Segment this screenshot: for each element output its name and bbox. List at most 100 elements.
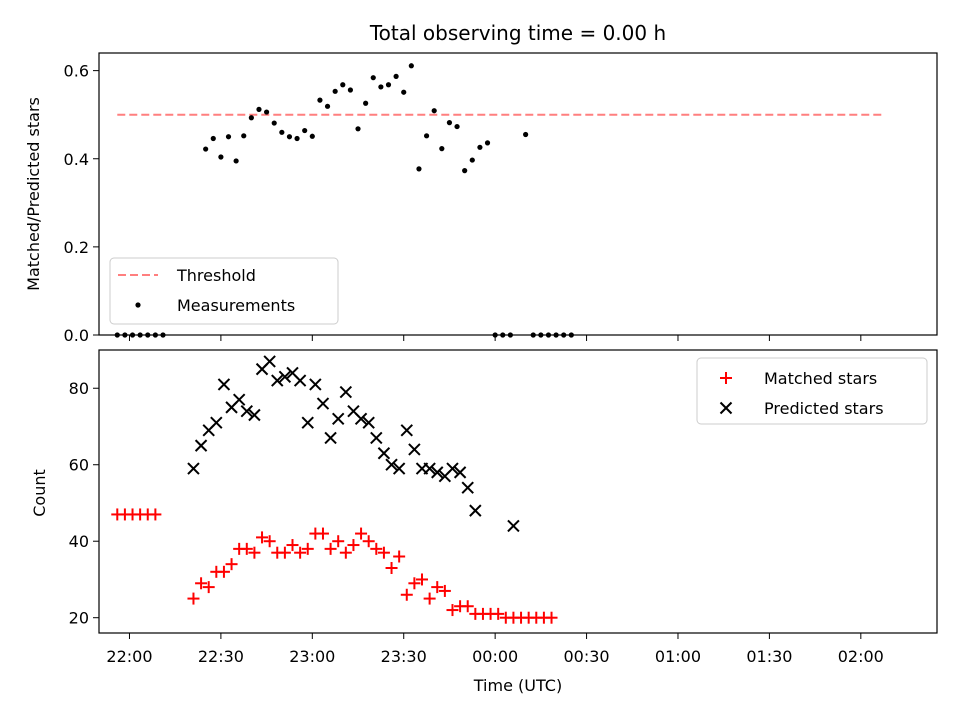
measurement-point: [401, 89, 407, 95]
matched-star-point: [149, 508, 162, 521]
measurement-point: [332, 88, 338, 94]
measurement-point: [114, 332, 120, 338]
measurement-point: [241, 133, 247, 139]
matched-star-point: [347, 539, 360, 552]
predicted-star-point: [332, 412, 345, 426]
matched-star-point: [240, 542, 253, 555]
predicted-star-point: [248, 408, 261, 422]
matched-star-point: [423, 592, 436, 605]
measurement-point: [218, 154, 224, 160]
matched-star-point: [461, 600, 474, 613]
measurement-point: [454, 123, 460, 130]
predicted-star-point: [232, 393, 246, 406]
measurement-point: [152, 332, 158, 338]
measurement-point: [538, 332, 544, 338]
legend-measurements-label: Measurements: [177, 296, 295, 315]
measurement-point: [477, 144, 483, 150]
measurement-point: [393, 73, 399, 79]
x-tick-label: 00:30: [564, 647, 610, 666]
x-tick-label: 01:30: [746, 647, 792, 666]
measurement-point: [423, 133, 430, 139]
predicted-star-point: [309, 378, 322, 391]
predicted-star-point: [240, 404, 253, 418]
bottom-panel-counts: 22:00 22:30 23:00 23:30 00:00 00:30 01:00 01:30…: [69, 349, 938, 666]
matched-star-point: [294, 546, 307, 559]
measurement-point: [145, 332, 151, 338]
measurement-point: [271, 120, 277, 126]
measurement-point: [324, 103, 331, 109]
predicted-star-point: [293, 374, 307, 387]
x-tick-label: 22:00: [106, 647, 152, 666]
x-tick-label: 23:30: [381, 647, 427, 666]
measurement-point: [378, 84, 384, 90]
matched-star-point: [263, 535, 276, 548]
legend-matched-label: Matched stars: [764, 369, 877, 388]
y-tick-label: 0.6: [64, 62, 89, 81]
predicted-star-point: [324, 431, 337, 445]
matched-star-point: [492, 607, 505, 620]
bottom-y-axis-label: Count: [30, 469, 49, 517]
measurement-point: [233, 158, 239, 164]
predicted-star-point: [362, 416, 375, 429]
predicted-star-point: [316, 397, 330, 410]
matched-star-point: [195, 577, 208, 590]
predicted-star-point: [339, 385, 353, 399]
measurement-point: [500, 332, 506, 338]
measurement-point: [561, 332, 567, 338]
matched-star-point: [202, 581, 215, 594]
legend-measurements-swatch: [135, 302, 141, 308]
matched-star-point: [431, 581, 444, 594]
top-y-axis-label: Matched/Predicted stars: [24, 97, 43, 291]
measurement-point: [122, 332, 128, 338]
measurement-point: [568, 332, 574, 338]
predicted-star-point: [301, 416, 314, 429]
predicted-star-point: [392, 462, 406, 475]
measurement-point: [279, 129, 285, 135]
measurement-point: [129, 332, 136, 338]
matched-star-point: [332, 535, 345, 548]
predicted-star-point: [453, 466, 467, 479]
predicted-star-point: [507, 519, 520, 533]
predicted-star-point: [217, 378, 231, 391]
matched-star-point: [248, 546, 261, 559]
matched-star-point: [416, 573, 429, 586]
measurement-point: [492, 332, 498, 338]
predicted-star-point: [461, 481, 474, 494]
matched-star-point: [393, 550, 406, 563]
predicted-star-point: [423, 462, 436, 475]
measurement-point: [439, 146, 445, 152]
matched-star-point: [408, 577, 421, 590]
matched-star-point: [377, 546, 390, 559]
predicted-star-point: [385, 458, 398, 471]
matched-star-point: [301, 542, 314, 555]
matched-star-point: [187, 592, 200, 605]
matched-star-point: [545, 611, 558, 624]
measurement-point: [530, 332, 536, 338]
measurement-point: [309, 133, 315, 139]
matched-star-point: [355, 527, 368, 540]
measurement-point: [355, 126, 361, 132]
x-tick-label: 23:00: [289, 647, 335, 666]
predicted-star-point: [271, 374, 284, 387]
predicted-star-point: [278, 370, 292, 383]
x-tick-label: 00:00: [472, 647, 518, 666]
x-tick-label: 01:00: [655, 647, 701, 666]
measurement-point: [347, 87, 353, 93]
measurement-point: [469, 157, 475, 163]
y-tick-label: 20: [69, 609, 89, 628]
measurement-point: [416, 166, 422, 172]
measurement-point: [203, 146, 209, 152]
y-tick-label: 40: [69, 532, 89, 551]
measurement-point: [545, 332, 552, 338]
measurement-point: [484, 140, 491, 146]
matched-star-point: [370, 542, 383, 555]
measurement-point: [264, 109, 270, 115]
predicted-star-point: [377, 447, 391, 460]
panel-frame: [98, 52, 938, 336]
measurement-point: [317, 97, 323, 103]
legend-predicted-swatch: [719, 401, 733, 415]
chart-title: Total observing time = 0.00 h: [369, 21, 666, 45]
measurement-point: [302, 127, 308, 134]
measurement-point: [507, 332, 513, 338]
predicted-star-point: [446, 462, 459, 475]
